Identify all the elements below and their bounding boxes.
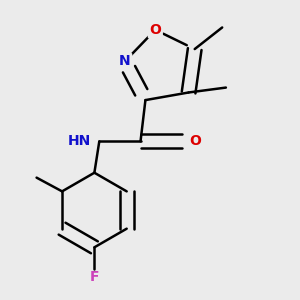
Text: O: O [149, 23, 161, 37]
Text: N: N [119, 54, 131, 68]
Text: HN: HN [68, 134, 92, 148]
Text: O: O [190, 134, 202, 148]
Text: F: F [90, 270, 99, 284]
